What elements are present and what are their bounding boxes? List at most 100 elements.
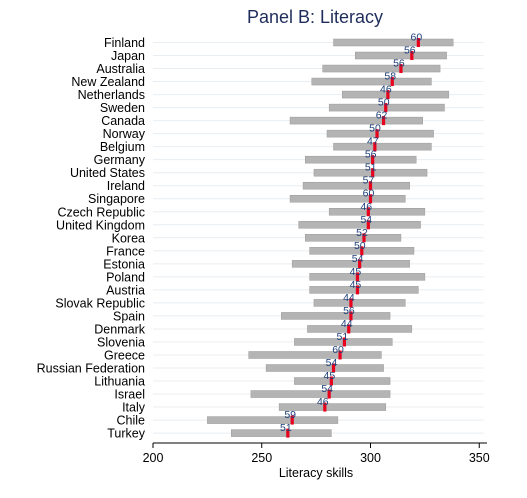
- median-marker: [329, 376, 333, 386]
- median-marker: [371, 168, 375, 178]
- value-label: 60: [363, 188, 375, 200]
- range-bar: [311, 77, 432, 86]
- value-label: 50: [369, 123, 381, 135]
- country-label: Singapore: [88, 192, 145, 206]
- range-bar: [281, 312, 391, 320]
- country-label: Austria: [106, 283, 145, 297]
- median-marker: [286, 428, 290, 438]
- value-label: 54: [352, 253, 364, 265]
- range-bar: [313, 168, 428, 177]
- value-label: 54: [326, 357, 338, 369]
- country-label: Czech Republic: [57, 205, 145, 219]
- value-label: 58: [384, 71, 396, 83]
- country-label: Belgium: [100, 140, 145, 154]
- country-label: Italy: [122, 401, 146, 415]
- range-bar: [341, 90, 450, 99]
- median-marker: [342, 337, 346, 347]
- value-label: 56: [343, 305, 355, 317]
- median-marker: [349, 298, 353, 308]
- range-bar: [355, 51, 447, 60]
- value-label: 50: [354, 240, 366, 252]
- value-label: 51: [365, 162, 377, 174]
- value-label: 47: [367, 136, 379, 148]
- value-label: 54: [360, 214, 372, 226]
- value-label: 46: [360, 201, 372, 213]
- range-bar: [294, 377, 391, 385]
- country-label: Japan: [111, 49, 145, 63]
- x-tick-label: 300: [360, 451, 381, 465]
- country-label: Slovenia: [97, 335, 145, 349]
- country-label: Australia: [96, 62, 145, 76]
- country-label: France: [106, 244, 145, 258]
- country-label: United States: [70, 166, 145, 180]
- value-label: 45: [350, 266, 362, 278]
- value-label: 45: [324, 370, 336, 382]
- range-bar: [289, 194, 406, 203]
- range-bar: [248, 351, 382, 359]
- value-label: 56: [365, 149, 377, 161]
- value-label: 50: [378, 97, 390, 109]
- median-marker: [381, 116, 386, 126]
- country-label: Greece: [104, 348, 145, 362]
- range-bar: [305, 234, 402, 242]
- median-marker: [416, 38, 420, 47]
- median-marker: [349, 311, 353, 321]
- range-bar: [302, 181, 410, 190]
- median-marker: [410, 51, 414, 61]
- median-marker: [347, 324, 351, 334]
- value-label: 51: [337, 331, 349, 343]
- range-bar: [231, 429, 332, 437]
- value-label: 51: [280, 422, 292, 434]
- country-label: Turkey: [107, 427, 145, 441]
- range-bar: [250, 390, 391, 398]
- country-label: Israel: [114, 388, 145, 402]
- value-label: 44: [341, 318, 353, 330]
- median-marker: [371, 155, 375, 165]
- range-bar: [305, 155, 417, 164]
- median-marker: [366, 220, 370, 230]
- x-axis-ticks: 200 250 300 350: [143, 443, 490, 465]
- country-label: Finland: [104, 36, 145, 50]
- median-marker: [338, 350, 342, 360]
- range-bar: [207, 416, 339, 424]
- range-bar: [328, 208, 426, 216]
- value-label: 62: [376, 110, 388, 122]
- median-marker: [368, 181, 373, 191]
- median-marker: [290, 415, 294, 425]
- country-label: Lithuania: [94, 375, 145, 389]
- median-marker: [358, 259, 362, 269]
- median-marker: [368, 194, 373, 204]
- country-label: Korea: [112, 231, 145, 245]
- median-marker: [399, 64, 403, 74]
- country-label: Chile: [117, 414, 146, 428]
- country-label: Sweden: [100, 101, 145, 115]
- value-label: 57: [363, 175, 375, 187]
- country-label: United Kingdom: [56, 218, 145, 232]
- median-marker: [331, 363, 336, 373]
- median-marker: [386, 90, 390, 100]
- chart-title: Panel B: Literacy: [247, 7, 383, 27]
- median-marker: [362, 233, 366, 243]
- value-label: 60: [411, 32, 423, 44]
- range-bar: [278, 403, 386, 411]
- country-label: Norway: [103, 127, 146, 141]
- range-bar: [333, 38, 454, 47]
- range-bar: [307, 325, 413, 333]
- median-marker: [366, 207, 370, 217]
- x-tick-label: 250: [251, 451, 272, 465]
- country-label: Slovak Republic: [55, 296, 145, 310]
- country-label: Poland: [106, 270, 145, 284]
- range-bar: [289, 116, 423, 125]
- range-bar: [309, 286, 419, 294]
- median-marker: [373, 142, 377, 152]
- range-bar: [322, 64, 441, 73]
- value-label: 46: [317, 396, 329, 408]
- range-bar: [265, 364, 384, 372]
- country-label: Canada: [101, 114, 145, 128]
- value-label: 45: [350, 279, 362, 291]
- range-bars: 6056565846506250475651576046545250544545…: [207, 32, 454, 438]
- median-marker: [327, 389, 331, 399]
- range-bar: [309, 273, 426, 281]
